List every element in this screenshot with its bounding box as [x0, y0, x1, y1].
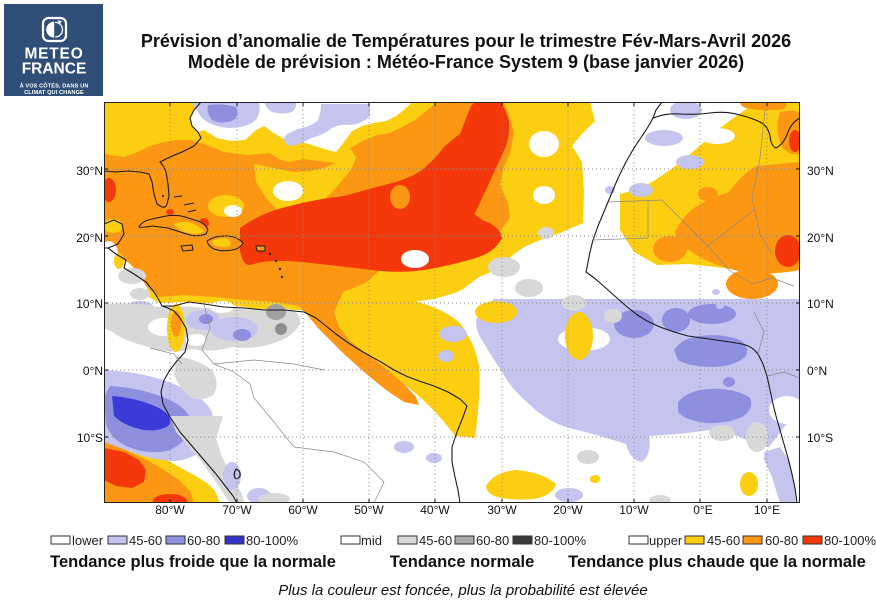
svg-text:METEO: METEO [24, 46, 83, 63]
svg-text:FRANCE: FRANCE [22, 61, 87, 78]
svg-text:CLIMAT QUI CHANGE: CLIMAT QUI CHANGE [24, 90, 84, 96]
svg-text:À VOS CÔTÉS, DANS UN: À VOS CÔTÉS, DANS UN [20, 82, 89, 90]
